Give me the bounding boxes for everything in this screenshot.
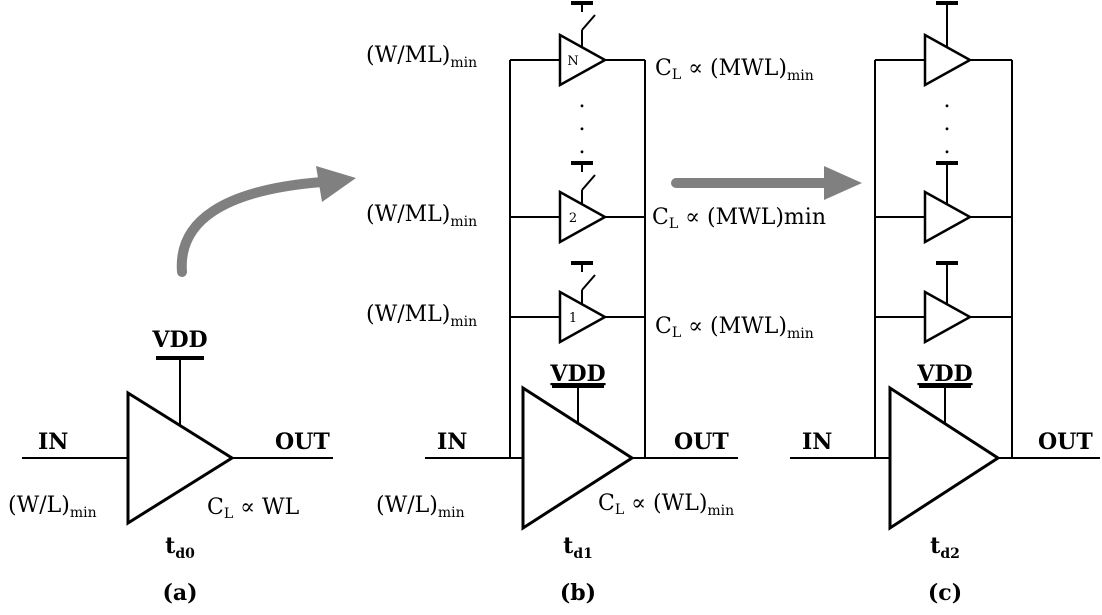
svg-text:.: . xyxy=(944,111,951,136)
power-switch-1 xyxy=(581,274,596,291)
svg-text:.: . xyxy=(944,88,951,113)
delay-label-b: td1 xyxy=(563,533,593,562)
size-label-1: (W/ML)min xyxy=(366,302,477,330)
vdd-label-c: VDD xyxy=(916,361,972,387)
vdd-label-b: VDD xyxy=(549,361,605,387)
delay-label-a: td0 xyxy=(165,533,195,562)
power-switch-2 xyxy=(581,174,596,191)
load-cap-label-n: CL ∝ (MWL)min xyxy=(655,56,814,84)
svg-text:.: . xyxy=(579,134,586,159)
buffer-amplifier-b xyxy=(521,385,635,531)
size-label-n: (W/ML)min xyxy=(366,43,477,71)
svg-text:.: . xyxy=(579,88,586,113)
straight-arrow xyxy=(671,166,862,200)
power-switch-n xyxy=(581,14,596,31)
amp-index-1: 1 xyxy=(569,311,577,326)
panel-label-a: (a) xyxy=(162,580,197,606)
vdd-label-a: VDD xyxy=(151,327,207,353)
panel-b: VDD N . . . 2 1 xyxy=(366,1,826,606)
size-label-main-b: (W/L)min xyxy=(376,493,465,521)
panel-label-c: (c) xyxy=(928,580,962,606)
panel-label-b: (b) xyxy=(560,580,596,606)
delay-label-c: td2 xyxy=(930,533,960,562)
in-label-b: IN xyxy=(437,429,467,455)
out-label-a: OUT xyxy=(275,429,330,455)
in-label-c: IN xyxy=(802,429,832,455)
svg-text:.: . xyxy=(944,134,951,159)
amp-index-2: 2 xyxy=(569,211,577,226)
buffer-amplifier-c xyxy=(888,385,1001,531)
in-label-a: IN xyxy=(38,429,68,455)
buffer-amplifier-a xyxy=(126,390,235,526)
svg-text:.: . xyxy=(579,111,586,136)
panel-a: VDD IN OUT (W/L)min CL ∝ WL td0 (a) xyxy=(8,327,333,606)
out-label-b: OUT xyxy=(674,429,729,455)
load-cap-label-1: CL ∝ (MWL)min xyxy=(655,314,814,342)
load-cap-label-a: CL ∝ WL xyxy=(207,495,300,522)
panel-c: VDD . . . IN OUT td2 (c) xyxy=(790,1,1100,606)
out-label-c: OUT xyxy=(1038,429,1093,455)
amp-index-n: N xyxy=(567,54,578,69)
load-cap-label-main-b: CL ∝ (WL)min xyxy=(598,491,734,519)
load-cap-label-2: CL ∝ (MWL)min xyxy=(652,205,826,232)
curved-arrow xyxy=(176,166,356,277)
size-label-2: (W/ML)min xyxy=(366,202,477,230)
size-label-a: (W/L)min xyxy=(8,493,97,521)
